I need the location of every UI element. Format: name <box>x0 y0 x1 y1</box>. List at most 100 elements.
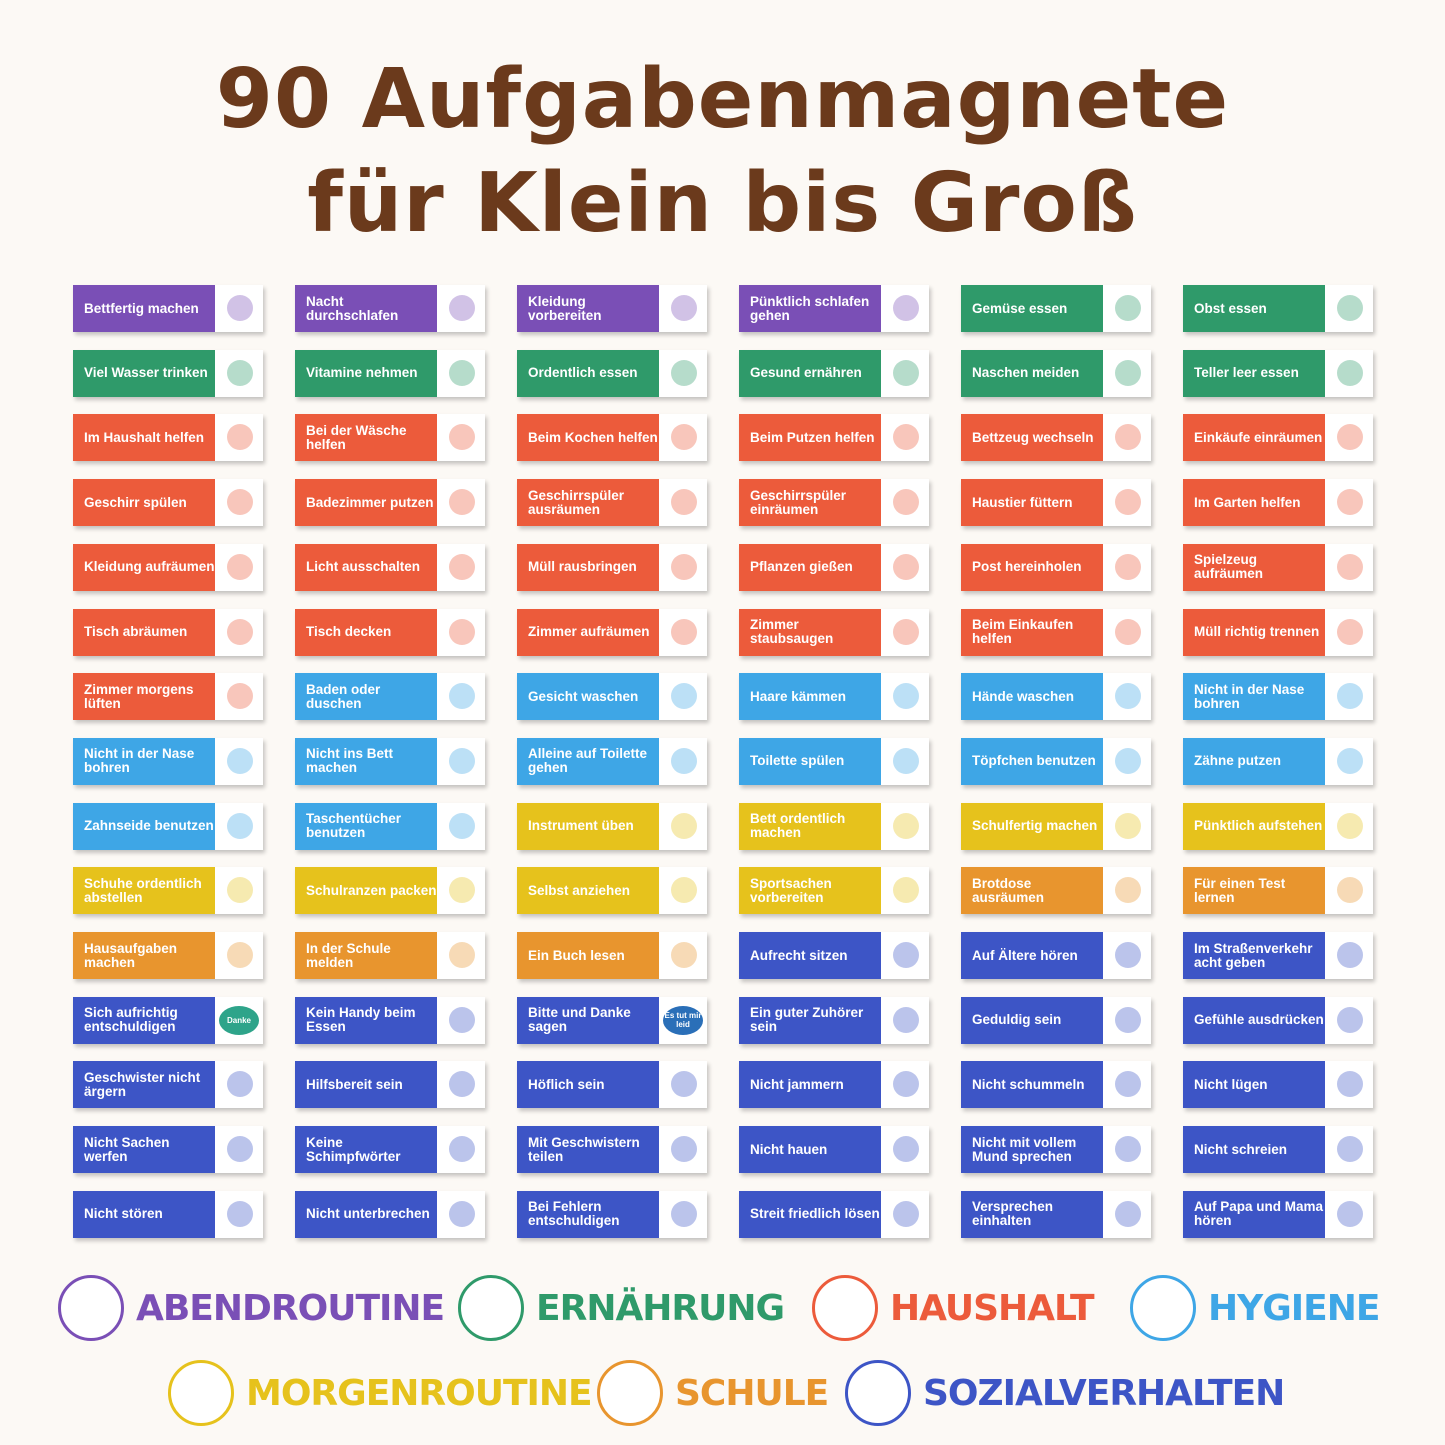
magnet-icon <box>1103 608 1151 656</box>
magnet-label: Instrument üben <box>517 802 659 850</box>
magnet-label: Haustier füttern <box>961 479 1103 527</box>
magnet-icon <box>437 349 485 397</box>
icon-shape <box>449 553 475 580</box>
icon-shape <box>893 295 919 321</box>
icon-shape <box>449 1071 475 1098</box>
legend-icon <box>58 1275 124 1341</box>
magnet-icon <box>1325 867 1373 915</box>
icon-shape <box>1115 942 1141 968</box>
magnet: Hände waschen <box>961 673 1151 721</box>
magnet-icon <box>881 1061 929 1109</box>
magnet: Kein Handy beim Essen <box>295 996 485 1044</box>
magnet: Badezimmer putzen <box>295 479 485 527</box>
magnet-label: Nicht unterbrechen <box>295 1190 437 1238</box>
magnet-icon <box>1103 867 1151 915</box>
magnet: Toilette spülen <box>739 737 929 785</box>
magnet-icon <box>659 1190 707 1238</box>
magnet: Selbst anziehen <box>517 867 707 915</box>
icon-shape <box>449 812 475 839</box>
legend-item: MORGENROUTINE <box>168 1358 593 1428</box>
magnet-label: Gesicht waschen <box>517 673 659 721</box>
magnet: In der Schule melden <box>295 932 485 979</box>
magnet: Versprechen einhalten <box>961 1190 1151 1238</box>
magnet-icon <box>659 285 707 332</box>
magnet-label: Höflich sein <box>517 1061 659 1109</box>
magnet: Zimmer staubsaugen <box>739 608 929 656</box>
magnet-label: Zahnseide benutzen <box>73 802 215 850</box>
magnet-label: Pflanzen gießen <box>739 543 881 591</box>
magnet: Ordentlich essen <box>517 349 707 397</box>
magnet-icon <box>215 349 263 397</box>
magnet: Licht ausschalten <box>295 543 485 591</box>
icon-shape <box>449 489 475 516</box>
magnet-icon <box>437 1190 485 1238</box>
magnet-icon <box>215 479 263 527</box>
magnet: Bettfertig machen <box>73 285 263 332</box>
magnet-icon <box>437 543 485 591</box>
icon-shape <box>449 295 475 321</box>
icon-shape <box>227 683 253 710</box>
magnet: Gesund ernähren <box>739 349 929 397</box>
icon-shape <box>449 877 475 904</box>
magnet-icon <box>1103 479 1151 527</box>
magnet: Nicht stören <box>73 1190 263 1238</box>
icon-shape <box>893 359 919 386</box>
icon-shape <box>1115 359 1141 386</box>
magnet: Brotdose ausräumen <box>961 867 1151 915</box>
magnet: Bett ordentlich machen <box>739 802 929 850</box>
icon-shape <box>893 618 919 645</box>
magnet-icon <box>1103 349 1151 397</box>
magnet-icon <box>1103 802 1151 850</box>
magnet: Zimmer aufräumen <box>517 608 707 656</box>
icon-shape <box>1115 683 1141 710</box>
magnet-icon <box>1103 1126 1151 1174</box>
magnet: Geschirr spülen <box>73 479 263 527</box>
magnet-label: Für einen Test lernen <box>1183 867 1325 915</box>
magnet-icon <box>1103 414 1151 462</box>
icon-shape <box>671 295 697 321</box>
magnet: Teller leer essen <box>1183 349 1373 397</box>
magnet-icon <box>881 996 929 1044</box>
icon-shape <box>1337 942 1363 968</box>
magnet-label: Zimmer staubsaugen <box>739 608 881 656</box>
magnet-label: Nicht ins Bett machen <box>295 737 437 785</box>
icon-shape <box>671 489 697 516</box>
magnet: Baden oder duschen <box>295 673 485 721</box>
magnet: Bei der Wäsche helfen <box>295 414 485 462</box>
icon-shape <box>1115 424 1141 451</box>
magnet-icon <box>1325 285 1373 332</box>
icon-shape <box>449 942 475 968</box>
magnet-label: Kleidung vorbereiten <box>517 285 659 332</box>
magnet-icon <box>437 608 485 656</box>
icon-shape <box>1337 553 1363 580</box>
magnet-icon <box>1103 543 1151 591</box>
magnet: Zähne putzen <box>1183 737 1373 785</box>
magnet-icon <box>881 932 929 979</box>
icon-shape <box>1115 747 1141 774</box>
magnet-label: Bitte und Danke sagen <box>517 996 659 1044</box>
magnet-label: Beim Putzen helfen <box>739 414 881 462</box>
icon-shape <box>893 489 919 516</box>
icon-shape <box>449 747 475 774</box>
magnet-label: Bei der Wäsche helfen <box>295 414 437 462</box>
magnet: Sportsachen vorbereiten <box>739 867 929 915</box>
icon-shape <box>449 1006 475 1033</box>
magnet: Vitamine nehmen <box>295 349 485 397</box>
magnet-icon <box>659 1061 707 1109</box>
magnet-icon <box>1103 285 1151 332</box>
magnet-label: Ein Buch lesen <box>517 932 659 979</box>
magnet-label: Nicht Sachen werfen <box>73 1126 215 1174</box>
magnet-icon <box>1103 1190 1151 1238</box>
magnet-label: Spielzeug aufräumen <box>1183 543 1325 591</box>
magnet-label: Haare kämmen <box>739 673 881 721</box>
magnet-label: Pünktlich aufstehen <box>1183 802 1325 850</box>
magnet-label: Tisch abräumen <box>73 608 215 656</box>
magnet-icon <box>1325 737 1373 785</box>
magnet-icon <box>437 996 485 1044</box>
magnet: Hausaufgaben machen <box>73 932 263 979</box>
magnet-label: Nicht schummeln <box>961 1061 1103 1109</box>
magnet-label: Nicht schreien <box>1183 1126 1325 1174</box>
magnet-label: Im Haushalt helfen <box>73 414 215 462</box>
icon-shape <box>1337 295 1363 321</box>
